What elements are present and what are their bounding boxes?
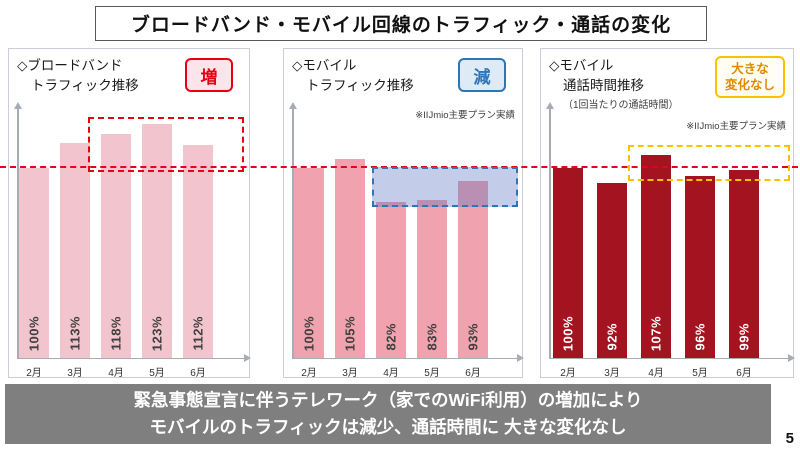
bar: 100% 2月 [553, 168, 583, 379]
increase-highlight-box [88, 117, 244, 172]
increase-badge: 増 [185, 58, 233, 92]
bar: 93% 6月 [458, 181, 488, 379]
summary-line2: モバイルのトラフィックは減少、通話時間に 大きな変化なし [149, 417, 627, 437]
summary-banner: 緊急事態宣言に伴うテレワーク（家でのWiFi利用）の増加により モバイルのトラフ… [5, 384, 771, 444]
bars: 100% 2月 105% 3月 82% 4月 83% 5月 93% 6月 [294, 158, 488, 379]
x-tick-label: 4月 [648, 368, 664, 379]
bar-value-label: 100% [560, 315, 576, 351]
plan-note: ※IIJmio主要プラン実績 [686, 121, 786, 132]
x-tick-label: 2月 [301, 368, 317, 379]
mobile-call-duration-panel: ◇モバイル 通話時間推移 （1回当たりの通話時間） 大きな 変化なし ※IIJm… [540, 48, 795, 379]
x-tick-label: 2月 [560, 368, 576, 379]
bar: 107% 4月 [641, 154, 671, 379]
panel-title: ◇モバイル 通話時間推移 [549, 56, 644, 95]
y-axis [546, 102, 553, 359]
x-tick-label: 5月 [424, 368, 440, 379]
broadband-traffic-panel: ◇ブロードバンド トラフィック推移 増 100% 2月 113% 3月 118% 4月 12… [8, 48, 251, 379]
plan-note: ※IIJmio主要プラン実績 [415, 110, 515, 121]
bar: 92% 3月 [597, 183, 627, 379]
x-tick-label: 3月 [342, 368, 358, 379]
panel-subtitle: （1回当たりの通話時間） [563, 100, 679, 111]
bar: 100% 2月 [294, 168, 324, 379]
bar: 112% 6月 [183, 145, 213, 379]
decrease-highlight-box [372, 167, 518, 207]
x-tick-label: 5月 [149, 368, 165, 379]
y-axis [289, 102, 296, 359]
x-tick-label: 2月 [26, 368, 42, 379]
x-tick-label: 6月 [465, 368, 481, 379]
bar-value-label: 93% [465, 323, 481, 351]
slide-title: ブロードバンド・モバイル回線のトラフィック・通話の変化 [95, 6, 707, 41]
mobile-traffic-panel: ◇モバイル トラフィック推移 減 ※IIJmio主要プラン実績 100% 2月 10… [283, 48, 524, 379]
panel-title: ◇モバイル トラフィック推移 [292, 56, 414, 95]
bar-value-label: 100% [301, 315, 317, 351]
decrease-badge: 減 [458, 58, 506, 92]
x-axis [17, 355, 251, 362]
panel-title: ◇ブロードバンド トラフィック推移 [17, 56, 139, 95]
bar: 82% 4月 [376, 202, 406, 379]
bar: 100% 2月 [19, 168, 49, 379]
panel-title-line1: ◇モバイル [292, 58, 357, 73]
summary-line1: 緊急事態宣言に伴うテレワーク（家でのWiFi利用）の増加により [133, 389, 643, 410]
bar: 99% 6月 [729, 169, 759, 379]
y-axis [14, 102, 21, 359]
x-tick-label: 4月 [383, 368, 399, 379]
bar: 105% 3月 [335, 158, 365, 379]
x-tick-label: 4月 [108, 368, 124, 379]
bar-value-label: 92% [604, 323, 620, 351]
bar: 123% 5月 [142, 124, 172, 379]
x-tick-label: 5月 [692, 368, 708, 379]
bar-value-label: 82% [383, 323, 399, 351]
bar-value-label: 112% [190, 316, 206, 351]
bar-value-label: 118% [108, 316, 124, 351]
page-number: 5 [785, 430, 794, 447]
x-axis [549, 355, 795, 362]
bar-value-label: 96% [692, 323, 708, 351]
bars: 100% 2月 92% 3月 107% 4月 96% 5月 99% 6月 [553, 154, 759, 379]
bar-value-label: 107% [648, 315, 664, 351]
x-tick-label: 6月 [190, 368, 206, 379]
x-tick-label: 3月 [67, 368, 83, 379]
bar-value-label: 123% [149, 315, 165, 351]
bar-value-label: 99% [736, 323, 752, 351]
panel-title-line1: ◇ブロードバンド [17, 58, 123, 73]
panel-title-line2: トラフィック推移 [31, 77, 139, 93]
panel-title-line2: トラフィック推移 [306, 77, 414, 93]
bar-value-label: 83% [424, 323, 440, 351]
panel-title-line1: ◇モバイル [549, 58, 614, 73]
bar-value-label: 113% [67, 316, 83, 351]
panel-title-line2: 通話時間推移 [563, 77, 644, 93]
bar-value-label: 105% [342, 315, 358, 351]
bar: 83% 5月 [417, 200, 447, 379]
bar: 96% 5月 [685, 175, 715, 379]
x-axis [292, 355, 524, 362]
x-tick-label: 6月 [736, 368, 752, 379]
x-tick-label: 3月 [604, 368, 620, 379]
no-change-badge: 大きな 変化なし [715, 56, 785, 98]
no-change-highlight-box [628, 145, 790, 181]
bar-value-label: 100% [26, 315, 42, 351]
bar: 113% 3月 [60, 143, 90, 379]
